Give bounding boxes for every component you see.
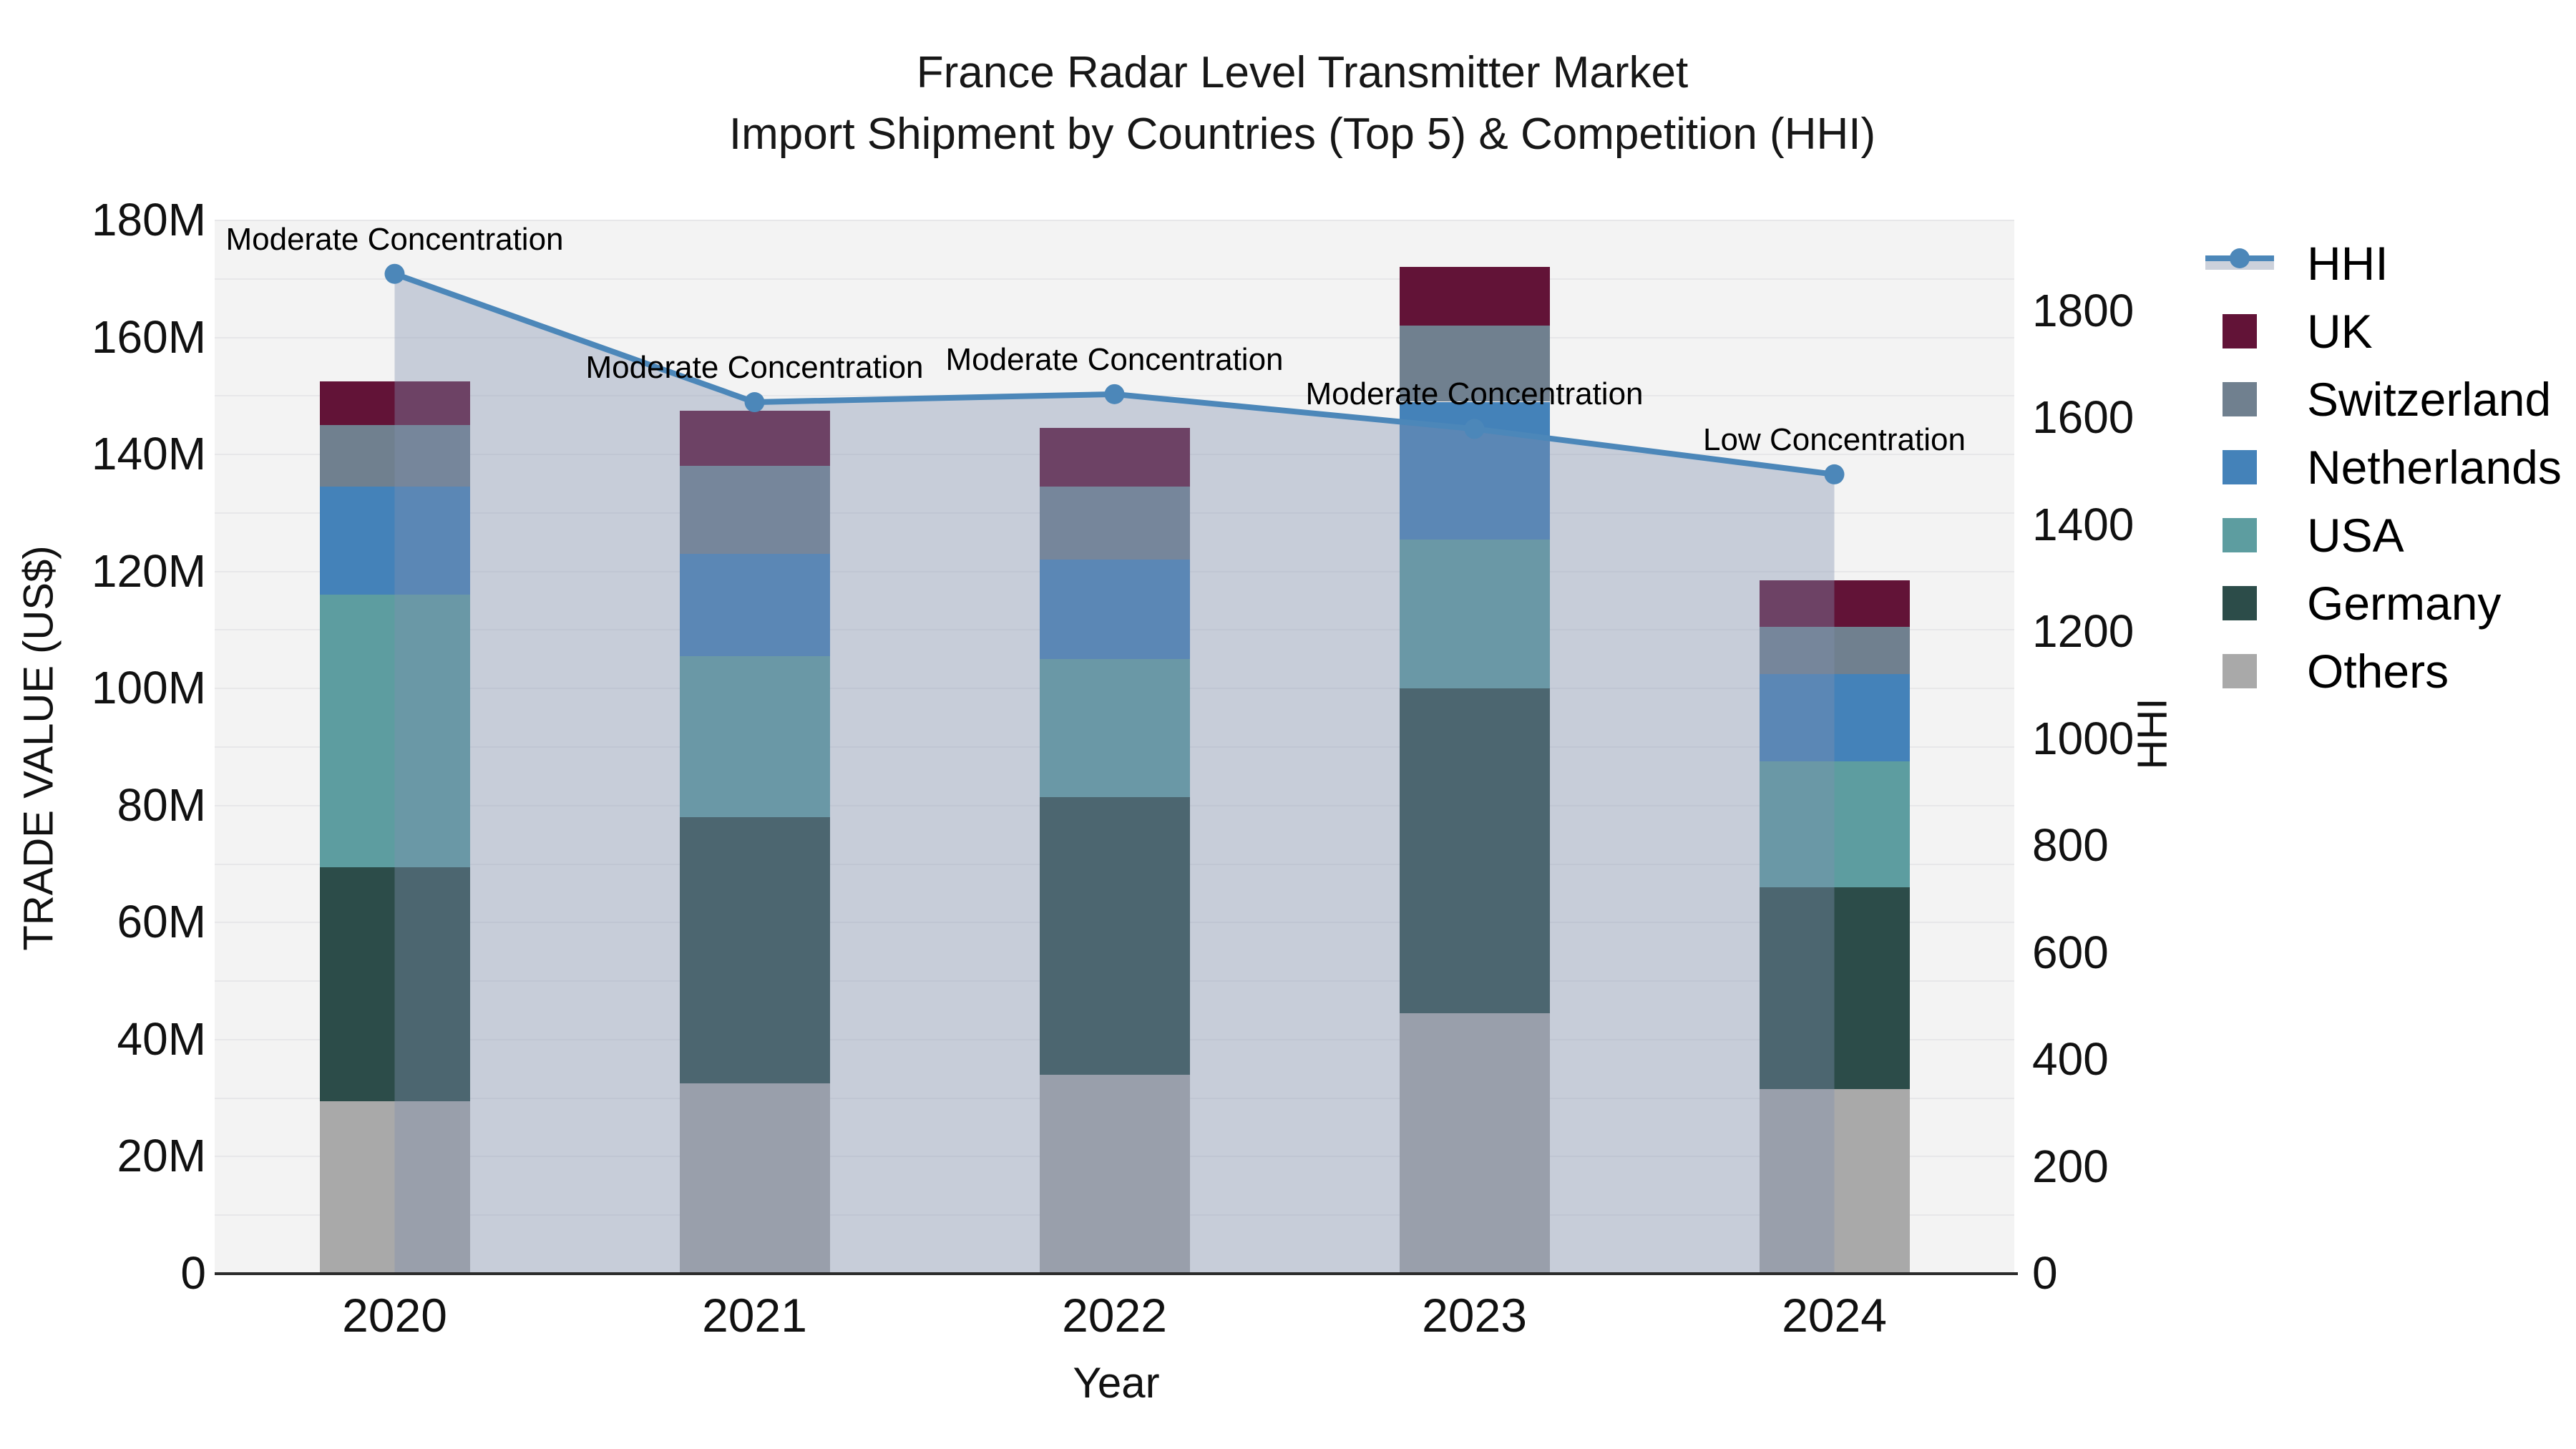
left-axis-title: TRADE VALUE (US$) <box>15 545 62 951</box>
left-tick-label-180M: 180M <box>91 194 206 245</box>
legend-label-netherlands: Netherlands <box>2307 440 2562 494</box>
bar-segment-others-2021 <box>679 1083 830 1274</box>
annotation-label-2024: Low Concentration <box>1703 421 1966 457</box>
bar-segment-others-2024 <box>1759 1089 1910 1274</box>
legend-label-switzerland: Switzerland <box>2307 372 2552 426</box>
right-tick-label-1400: 1400 <box>2032 498 2135 550</box>
left-tick-label-80M: 80M <box>117 779 207 831</box>
legend-swatch-icon <box>2205 297 2274 365</box>
legend-color-box-switzerland <box>2223 382 2257 416</box>
bar-segment-usa-2022 <box>1039 659 1190 797</box>
bar-segment-usa-2023 <box>1399 539 1550 689</box>
bar-segment-switzerland-2021 <box>679 466 830 555</box>
bar-segment-netherlands-2023 <box>1399 401 1550 540</box>
right-tick-label-1000: 1000 <box>2032 712 2135 764</box>
legend-swatch-icon <box>2205 365 2274 433</box>
chart-title-line2: Import Shipment by Countries (Top 5) & C… <box>728 109 1876 159</box>
bar-segment-uk-2024 <box>1759 580 1910 628</box>
bar-segment-netherlands-2022 <box>1039 560 1190 660</box>
legend-color-box-others <box>2223 654 2257 688</box>
bar-segment-usa-2020 <box>319 595 470 867</box>
bar-segment-uk-2020 <box>319 381 470 426</box>
hhi-line-swatch-icon <box>2205 229 2274 297</box>
left-tick-label-160M: 160M <box>91 311 206 363</box>
bar-segment-netherlands-2020 <box>319 487 470 595</box>
right-tick-label-200: 200 <box>2032 1140 2109 1192</box>
annotation-label-2020: Moderate Concentration <box>225 221 564 257</box>
left-tick-label-100M: 100M <box>91 662 206 714</box>
bar-segment-others-2023 <box>1399 1013 1550 1274</box>
plot-area <box>215 220 2014 1274</box>
right-tick-label-1200: 1200 <box>2032 605 2135 658</box>
bar-segment-germany-2022 <box>1039 796 1190 1075</box>
legend-label-uk: UK <box>2307 304 2373 358</box>
left-tick-label-120M: 120M <box>91 545 206 597</box>
bar-segment-usa-2021 <box>679 656 830 818</box>
legend-color-box-uk <box>2223 314 2257 348</box>
right-tick-label-800: 800 <box>2032 819 2109 872</box>
bar-segment-uk-2022 <box>1039 428 1190 487</box>
x-tick-label-2021: 2021 <box>702 1289 807 1342</box>
right-tick-label-400: 400 <box>2032 1033 2109 1085</box>
legend-color-box-netherlands <box>2223 450 2257 484</box>
left-tick-label-40M: 40M <box>117 1013 207 1065</box>
legend-color-box-usa <box>2223 518 2257 552</box>
right-tick-label-0: 0 <box>2032 1247 2058 1299</box>
legend-item-others: Others <box>2205 637 2449 705</box>
legend-swatch-icon <box>2205 637 2274 705</box>
bar-segment-germany-2024 <box>1759 887 1910 1090</box>
legend-swatch-icon <box>2205 501 2274 569</box>
annotation-label-2022: Moderate Concentration <box>945 341 1284 377</box>
bar-segment-switzerland-2022 <box>1039 487 1190 560</box>
right-tick-label-1800: 1800 <box>2032 285 2135 337</box>
left-tick-label-20M: 20M <box>117 1130 207 1182</box>
x-tick-label-2024: 2024 <box>1782 1289 1887 1342</box>
legend-label-germany: Germany <box>2307 576 2502 630</box>
x-tick-label-2023: 2023 <box>1422 1289 1527 1342</box>
gridline-170M <box>215 278 2014 280</box>
legend-swatch-icon <box>2205 569 2274 637</box>
bar-segment-switzerland-2024 <box>1759 627 1910 674</box>
legend-item-netherlands: Netherlands <box>2205 433 2562 501</box>
legend-item-germany: Germany <box>2205 569 2501 637</box>
left-tick-label-0: 0 <box>180 1247 206 1299</box>
bar-segment-uk-2021 <box>679 410 830 467</box>
right-tick-label-1600: 1600 <box>2032 391 2135 444</box>
annotation-label-2023: Moderate Concentration <box>1305 376 1644 412</box>
chart-title-line1: France Radar Level Transmitter Market <box>916 48 1689 97</box>
bar-segment-uk-2023 <box>1399 267 1550 326</box>
bar-segment-germany-2023 <box>1399 688 1550 1014</box>
gridline-150M <box>215 395 2014 397</box>
hhi-marker-swatch <box>2230 248 2250 268</box>
legend-swatch-icon <box>2205 433 2274 501</box>
legend-label-usa: USA <box>2307 508 2404 562</box>
legend-label-others: Others <box>2307 644 2449 698</box>
left-tick-label-60M: 60M <box>117 896 207 948</box>
bar-segment-germany-2021 <box>679 817 830 1084</box>
legend-label-hhi: HHI <box>2307 236 2389 290</box>
legend-item-hhi: HHI <box>2205 229 2389 297</box>
bar-segment-germany-2020 <box>319 867 470 1101</box>
x-axis-spine <box>215 1272 2018 1275</box>
legend-item-switzerland: Switzerland <box>2205 365 2551 433</box>
bar-segment-switzerland-2020 <box>319 425 470 487</box>
x-tick-label-2022: 2022 <box>1062 1289 1167 1342</box>
legend-color-box-germany <box>2223 586 2257 620</box>
left-tick-label-140M: 140M <box>91 428 206 480</box>
gridline-180M <box>215 220 2014 221</box>
right-tick-label-600: 600 <box>2032 926 2109 978</box>
x-tick-label-2020: 2020 <box>342 1289 447 1342</box>
bar-segment-netherlands-2021 <box>679 554 830 657</box>
bar-segment-others-2020 <box>319 1101 470 1274</box>
legend-item-uk: UK <box>2205 297 2373 365</box>
annotation-label-2021: Moderate Concentration <box>585 350 924 386</box>
x-axis-title: Year <box>1073 1359 1160 1407</box>
bar-segment-others-2022 <box>1039 1074 1190 1274</box>
right-axis-title: HHI <box>2129 698 2176 770</box>
bar-segment-netherlands-2024 <box>1759 673 1910 762</box>
legend-item-usa: USA <box>2205 501 2404 569</box>
bar-segment-usa-2024 <box>1759 761 1910 888</box>
gridline-160M <box>215 336 2014 338</box>
